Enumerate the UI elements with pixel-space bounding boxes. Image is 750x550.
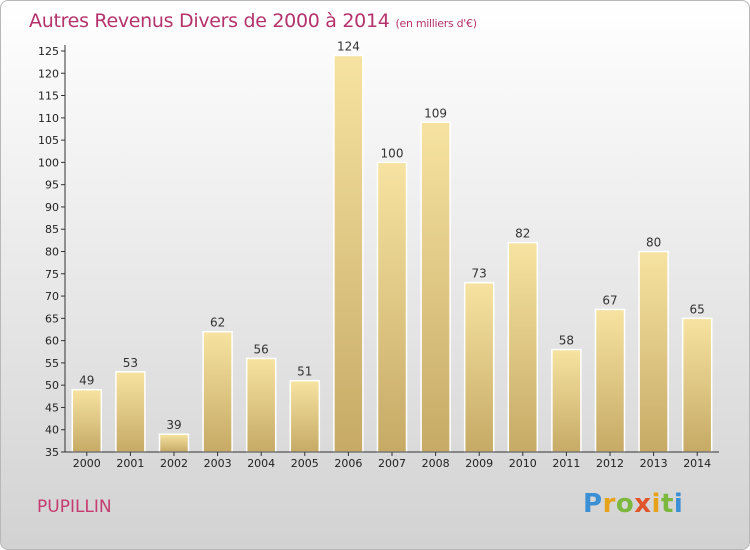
y-tick-label-105: 105 [38,134,59,147]
chart-unit: (en milliers d'€) [395,17,477,30]
bar-2008 [420,121,451,453]
y-tick-label-65: 65 [45,312,59,325]
bar-2000 [71,388,103,453]
x-tick-label-2003: 2003 [204,457,232,470]
y-tick-label-110: 110 [38,112,59,125]
bar-2014 [681,317,713,453]
y-tick-label-85: 85 [45,223,59,236]
y-tick-label-70: 70 [45,290,59,303]
y-tick-label-95: 95 [45,179,59,192]
bar-2002 [158,433,190,453]
bar-2013 [638,250,669,453]
data-label-2011: 58 [559,334,574,348]
proxiti-logo[interactable]: Proxiti [583,489,684,519]
x-tick-label-2010: 2010 [509,457,537,470]
y-tick-label-35: 35 [45,446,59,459]
bar-2012 [594,308,626,453]
y-tick-label-125: 125 [38,45,59,58]
x-tick-label-2002: 2002 [160,457,188,470]
data-label-2006: 124 [337,39,360,53]
commune-name: PUPILLIN [37,497,112,517]
y-tick-label-90: 90 [45,201,59,214]
data-label-2000: 49 [79,374,94,388]
x-tick-label-2000: 2000 [73,457,101,470]
data-label-2012: 67 [602,293,617,307]
x-tick-label-2007: 2007 [378,457,406,470]
bar-2003 [202,330,233,453]
x-tick-label-2011: 2011 [552,457,580,470]
y-tick-label-75: 75 [45,268,59,281]
bar-2001 [115,371,146,453]
data-label-2008: 109 [424,106,447,120]
x-tick-label-2005: 2005 [291,457,319,470]
data-label-2004: 56 [254,342,269,356]
y-tick-label-80: 80 [45,246,59,259]
x-tick-label-2006: 2006 [334,457,362,470]
chart-title: Autres Revenus Divers de 2000 à 2014 (en … [29,10,477,32]
x-tick-label-2012: 2012 [596,457,624,470]
y-tick-label-50: 50 [45,379,59,392]
data-label-2014: 65 [690,302,705,316]
data-label-2003: 62 [210,316,225,330]
y-tick-label-100: 100 [38,156,59,169]
axis-layer: 2000 2001 2002 2003 2004 2005 2006 2007 2008 2009… [38,45,719,470]
data-label-2009: 73 [472,267,487,281]
bar-2011 [551,348,582,453]
x-tick-label-2008: 2008 [422,457,450,470]
x-tick-label-2004: 2004 [247,457,275,470]
y-tick-label-55: 55 [45,357,59,370]
bar-2004 [245,357,277,453]
bar-2010 [507,241,539,453]
x-tick-label-2014: 2014 [683,457,711,470]
y-tick-label-115: 115 [38,90,59,103]
x-tick-label-2001: 2001 [116,457,144,470]
y-tick-label-60: 60 [45,335,59,348]
x-tick-label-2013: 2013 [640,457,668,470]
bar-2007 [376,161,408,453]
bar-2005 [289,379,321,453]
y-tick-label-40: 40 [45,424,59,437]
bar-2009 [463,281,495,453]
bars-layer: 49 53 39 62 56 51 124 100 109 73 82 58 67 80 65 [71,39,713,453]
y-tick-label-120: 120 [38,67,59,80]
chart-title-text: Autres Revenus Divers de 2000 à 2014 [29,10,390,32]
data-label-2005: 51 [297,365,312,379]
data-label-2002: 39 [166,418,181,432]
bar-2006 [333,54,364,453]
y-tick-label-45: 45 [45,401,59,414]
x-tick-label-2009: 2009 [465,457,493,470]
data-label-2013: 80 [646,236,661,250]
data-label-2007: 100 [381,146,404,160]
data-label-2010: 82 [515,227,530,241]
data-label-2001: 53 [123,356,138,370]
